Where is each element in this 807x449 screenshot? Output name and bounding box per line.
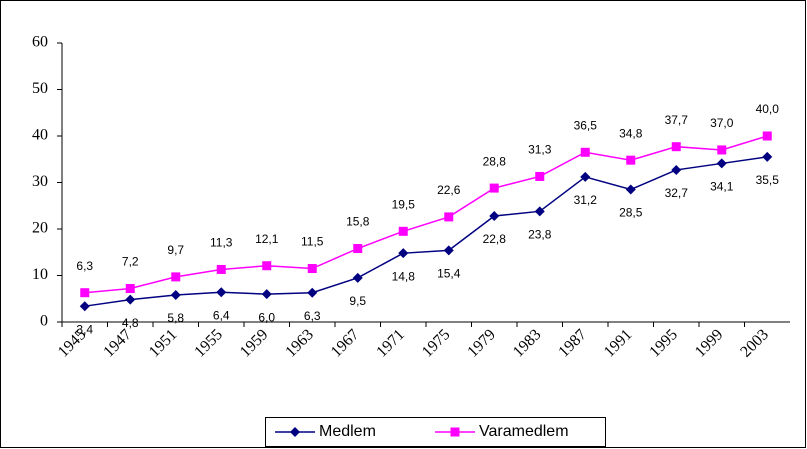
data-label: 11,3	[210, 236, 233, 250]
data-label: 28,5	[619, 206, 643, 220]
y-tick-label: 40	[32, 127, 48, 144]
y-tick-label: 60	[32, 34, 48, 51]
data-label: 37,7	[665, 113, 689, 127]
data-point	[535, 171, 545, 181]
data-point	[626, 155, 636, 165]
data-point	[171, 272, 181, 282]
data-label: 14,8	[392, 269, 416, 283]
data-label: 32,7	[665, 186, 689, 200]
series-line	[84, 135, 768, 294]
data-point	[443, 245, 454, 256]
data-point	[307, 264, 317, 274]
data-point	[762, 131, 772, 141]
legend-label: Medlem	[319, 423, 376, 440]
data-label: 34,1	[710, 180, 734, 194]
data-point	[353, 244, 363, 254]
series-line	[84, 156, 768, 307]
data-label: 5,8	[167, 311, 184, 325]
data-point	[489, 210, 500, 221]
data-point	[398, 248, 409, 259]
data-label: 40,0	[756, 102, 780, 116]
data-point	[80, 288, 90, 298]
data-label: 15,8	[346, 215, 370, 229]
data-point	[216, 264, 226, 274]
data-label: 11,5	[301, 235, 324, 249]
data-point	[580, 147, 590, 157]
data-point	[671, 164, 682, 175]
data-label: 12,1	[255, 232, 279, 246]
y-tick-label: 0	[40, 313, 48, 330]
data-point	[261, 289, 272, 300]
data-point	[262, 261, 272, 271]
data-label: 9,5	[349, 294, 366, 308]
data-point	[717, 145, 727, 155]
data-label: 22,8	[483, 232, 507, 246]
data-label: 6,4	[213, 308, 230, 322]
data-point	[170, 290, 181, 301]
data-label: 7,2	[122, 255, 139, 269]
data-label: 6,3	[76, 259, 93, 273]
data-label: 31,2	[574, 193, 598, 207]
data-label: 36,5	[574, 118, 598, 132]
data-label: 4,8	[122, 316, 139, 330]
y-tick-label: 50	[32, 80, 48, 97]
data-label: 34,8	[619, 126, 643, 140]
data-point	[307, 287, 318, 298]
data-point	[352, 272, 363, 283]
data-label: 23,8	[528, 228, 552, 242]
data-point	[580, 171, 591, 182]
data-point	[125, 284, 135, 294]
data-point	[534, 206, 545, 217]
y-tick-label: 20	[32, 220, 48, 237]
data-point	[671, 142, 681, 152]
data-label: 35,5	[756, 173, 780, 187]
data-label: 22,6	[437, 183, 461, 197]
data-label: 3,4	[76, 322, 93, 336]
data-label: 9,7	[167, 243, 184, 257]
y-tick-label: 30	[32, 173, 48, 190]
data-label: 28,8	[483, 154, 507, 168]
data-point	[398, 226, 408, 236]
data-label: 19,5	[392, 197, 416, 211]
data-label: 31,3	[528, 143, 552, 157]
data-label: 6,3	[304, 309, 321, 323]
data-point	[716, 158, 727, 169]
legend-marker	[450, 427, 460, 437]
data-point	[216, 287, 227, 298]
data-point	[444, 212, 454, 222]
legend-marker	[290, 427, 300, 437]
data-label: 15,4	[437, 267, 461, 281]
data-point	[489, 183, 499, 193]
data-label: 37,0	[710, 116, 734, 130]
data-point	[625, 184, 636, 195]
data-point	[79, 301, 90, 312]
data-label: 6,0	[258, 310, 275, 324]
data-point	[125, 294, 136, 305]
y-tick-label: 10	[32, 266, 48, 283]
data-point	[762, 151, 773, 162]
legend-label: Varamedlem	[479, 423, 569, 440]
